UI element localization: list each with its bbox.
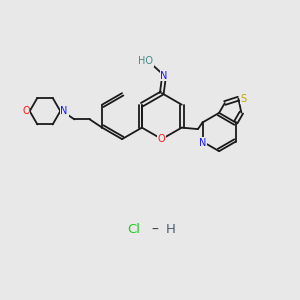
- Text: –: –: [151, 223, 158, 236]
- Text: N: N: [199, 138, 206, 148]
- Text: Cl: Cl: [127, 223, 140, 236]
- Text: O: O: [22, 106, 30, 116]
- Text: N: N: [61, 106, 68, 116]
- Text: HO: HO: [138, 56, 153, 66]
- Text: S: S: [241, 94, 247, 104]
- Text: N: N: [160, 70, 168, 80]
- Text: H: H: [166, 223, 176, 236]
- Text: O: O: [158, 134, 166, 144]
